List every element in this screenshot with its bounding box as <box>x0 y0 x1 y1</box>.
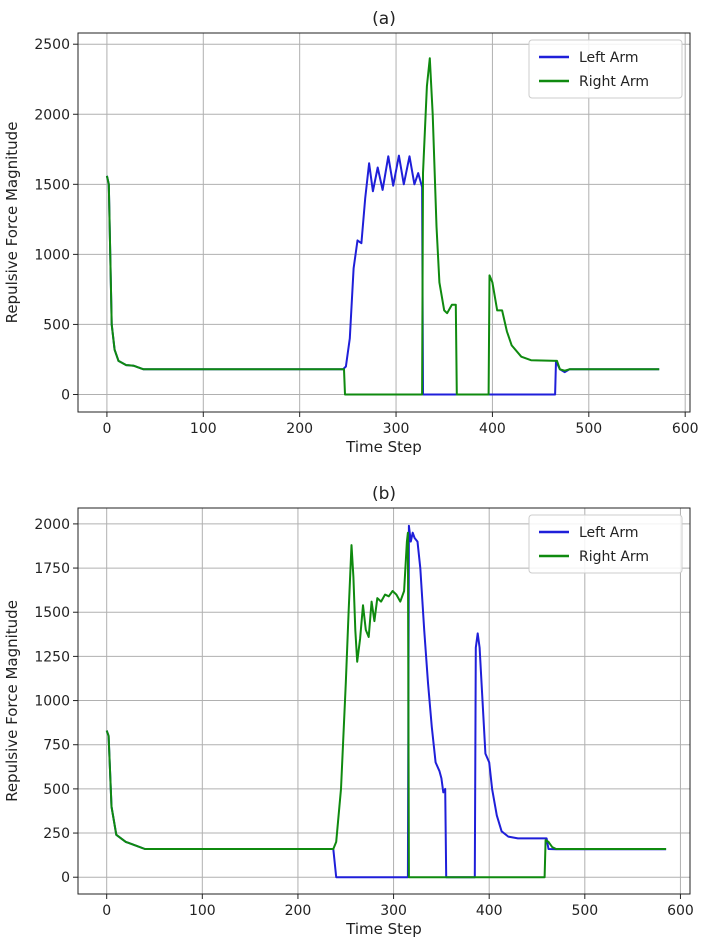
x-tick-label: 100 <box>189 903 216 919</box>
x-tick-label: 400 <box>479 421 506 437</box>
legend-box <box>528 514 683 574</box>
legend-label: Left Arm <box>579 50 639 66</box>
chart-title: (a) <box>372 9 396 29</box>
x-tick-label: 200 <box>285 903 312 919</box>
y-tick-label: 2500 <box>34 37 70 53</box>
x-tick-label: 300 <box>383 421 410 437</box>
y-tick-label: 1000 <box>34 694 70 710</box>
y-tick-label: 750 <box>43 738 70 754</box>
x-axis-label: Time Step <box>345 920 422 938</box>
x-tick-label: 100 <box>190 421 217 437</box>
y-tick-label: 0 <box>61 387 70 403</box>
y-tick-label: 1500 <box>34 177 70 193</box>
y-tick-label: 1500 <box>34 605 70 621</box>
x-tick-label: 300 <box>380 903 407 919</box>
series-line-right-arm <box>105 57 660 396</box>
chart-panel-2: (b) 0 100 200 300 400 500 600 0 250 500 750 1000 1250… <box>3 484 694 938</box>
legend-label: Left Arm <box>579 525 639 541</box>
x-tick-label: 500 <box>575 421 602 437</box>
legend-box <box>528 39 683 99</box>
chart-title: (b) <box>372 484 396 504</box>
plot-frame <box>77 32 691 413</box>
y-tick-label: 2000 <box>34 517 70 533</box>
x-axis-label: Time Step <box>345 438 422 456</box>
y-axis-label: Repulsive Force Magnitude <box>3 600 21 802</box>
x-tick-label: 200 <box>286 421 313 437</box>
y-tick-label: 1000 <box>34 247 70 263</box>
y-tick-label: 500 <box>43 782 70 798</box>
x-tick-label: 600 <box>667 903 694 919</box>
y-tick-label: 1750 <box>34 561 70 577</box>
y-tick-label: 250 <box>43 826 70 842</box>
x-tick-label: 400 <box>476 903 503 919</box>
legend: Left Arm Right Arm <box>528 39 683 99</box>
y-tick-label: 500 <box>43 317 70 333</box>
x-tick-label: 0 <box>102 903 111 919</box>
legend: Left Arm Right Arm <box>528 514 683 574</box>
legend-label: Right Arm <box>579 74 649 90</box>
y-tick-label: 1250 <box>34 649 70 665</box>
x-tick-label: 0 <box>102 421 111 437</box>
series-line-left-arm <box>105 154 660 396</box>
legend-label: Right Arm <box>579 549 649 565</box>
x-tick-label: 500 <box>571 903 598 919</box>
x-tick-label: 600 <box>672 421 699 437</box>
y-tick-label: 2000 <box>34 107 70 123</box>
y-axis-label: Repulsive Force Magnitude <box>3 122 21 324</box>
series-line-left-arm <box>105 524 667 879</box>
chart-panel-1: (a) 0 100 200 300 400 500 600 0 500 1000 1500 2000 25… <box>3 9 699 456</box>
series-line-right-arm <box>105 531 667 879</box>
y-tick-label: 0 <box>61 870 70 886</box>
